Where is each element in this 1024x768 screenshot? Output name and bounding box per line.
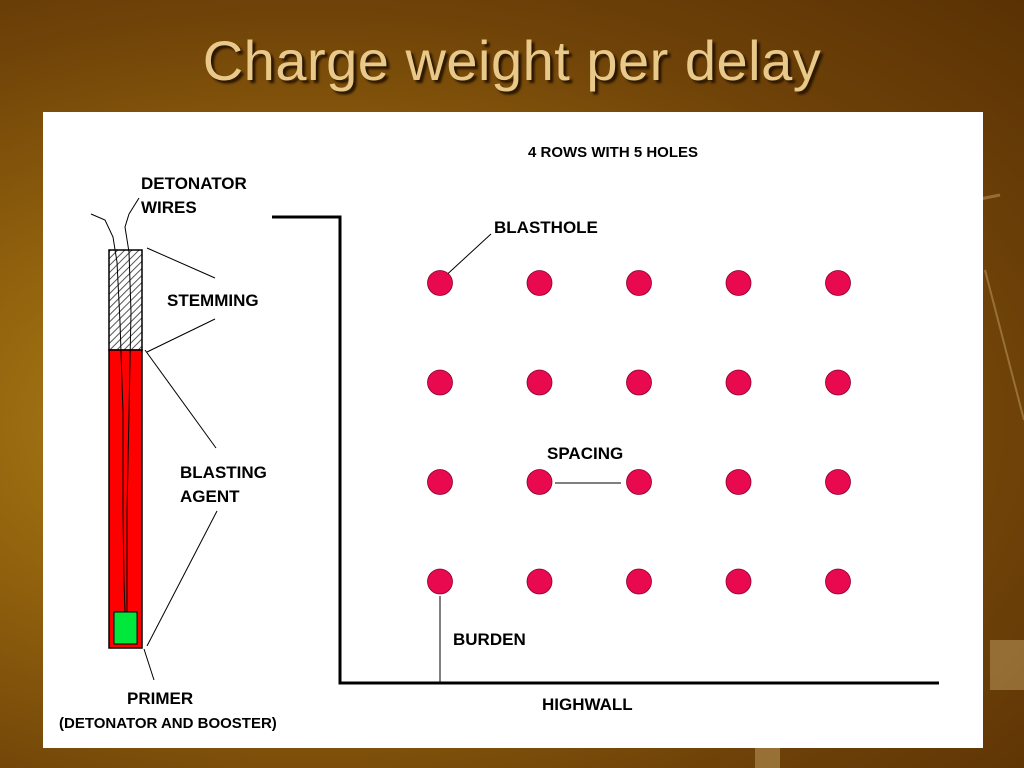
blasthole-circle: [427, 270, 453, 296]
highwall-outline: [272, 215, 939, 685]
blasthole-circle: [825, 469, 851, 495]
primer-label: PRIMER: [127, 689, 193, 708]
blasthole-circle: [526, 469, 553, 495]
stemming-label: STEMMING: [167, 291, 259, 310]
pattern-title: 4 ROWS WITH 5 HOLES: [528, 144, 698, 161]
blasthole-circle: [526, 568, 553, 595]
blasthole-circle: [626, 369, 652, 396]
blasthole-circle: [626, 568, 652, 595]
stemming-column: [108, 249, 143, 351]
blasthole-circle: [427, 369, 453, 396]
blasthole-circle: [526, 369, 553, 396]
blasthole-circle: [825, 369, 851, 396]
pattern-leaders: [439, 233, 621, 683]
burden-label: BURDEN: [453, 630, 526, 649]
diagram-canvas: DETONATOR WIRES STEMMING BLASTING AGENT …: [59, 144, 939, 732]
primer-detail-label: (DETONATOR AND BOOSTER): [59, 715, 277, 732]
blasting-agent-label-2: AGENT: [180, 487, 240, 506]
spacing-label: SPACING: [547, 444, 623, 463]
detonator-wires-label-2: WIRES: [141, 198, 197, 217]
blasthole-circle: [526, 270, 553, 296]
detonator-wire-1: [90, 213, 126, 613]
blasthole-label: BLASTHOLE: [494, 218, 598, 237]
blasthole-circle: [825, 568, 851, 595]
blasthole-circle: [725, 568, 752, 595]
blasthole-circle: [725, 469, 752, 495]
blasting-agent-label: BLASTING: [180, 463, 267, 482]
blasting-agent-column: [108, 349, 143, 649]
blasthole-circle: [725, 270, 752, 296]
blasthole-cross-section: [90, 213, 143, 649]
cross-section-leaders: [128, 197, 218, 681]
blast-pattern-diagram: DETONATOR WIRES STEMMING BLASTING AGENT …: [43, 112, 983, 748]
detonator-wire-2: [124, 213, 132, 612]
blasthole-circle: [825, 270, 851, 296]
slide-title: Charge weight per delay: [202, 29, 822, 92]
blasthole-circle: [725, 369, 752, 396]
detonator-wires-label: DETONATOR: [141, 174, 247, 193]
primer-block: [113, 611, 138, 645]
blasthole-circle: [427, 568, 453, 595]
blasthole-circle: [626, 270, 652, 296]
blasthole-grid: [427, 270, 851, 595]
blasthole-circle: [626, 469, 652, 495]
highwall-label: HIGHWALL: [542, 695, 633, 714]
blasthole-circle: [427, 469, 453, 495]
